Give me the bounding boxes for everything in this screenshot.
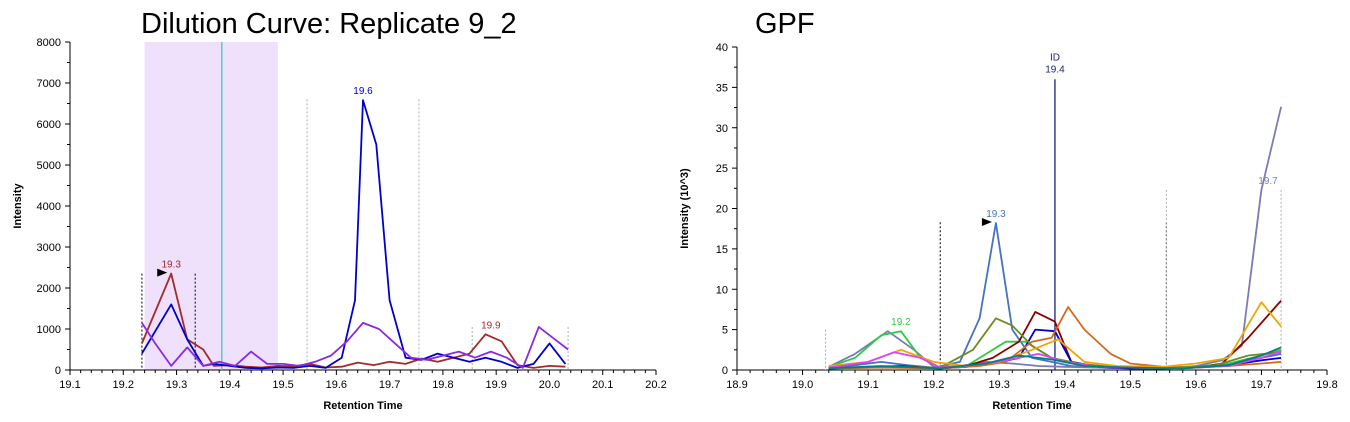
y-tick-label: 20 <box>716 204 728 216</box>
x-tick-label: 19.3 <box>989 379 1010 391</box>
series-line-2 <box>141 321 569 369</box>
y-axis-title: Intensity <box>12 183 24 229</box>
y-tick-label: 7000 <box>37 78 61 90</box>
chart-left: 0 1000 2000 3000 4000 5000 6000 7000 8000 19.1 19.… <box>12 37 667 412</box>
x-tick-label: 19.1 <box>857 379 878 391</box>
x-tick-label: 19.7 <box>379 379 400 391</box>
y-tick-label: 5000 <box>37 160 61 172</box>
x-tick-label: 19.9 <box>485 379 506 391</box>
id-label: ID <box>1050 52 1060 63</box>
x-tick-label: 19.4 <box>219 379 240 391</box>
y-tick-label: 0 <box>55 365 61 377</box>
peak-label: 19.7 <box>1258 176 1278 187</box>
x-tick-label: 19.7 <box>1251 379 1272 391</box>
peak-label: 19.9 <box>481 320 501 331</box>
selected-peak-marker-icon <box>157 268 168 277</box>
peak-label: 19.3 <box>986 209 1006 220</box>
y-tick-label: 3000 <box>37 242 61 254</box>
peak-label: 19.6 <box>353 86 373 97</box>
x-tick-label: 19.8 <box>432 379 453 391</box>
peak-label: 19.3 <box>161 260 181 271</box>
x-tick-label: 19.0 <box>792 379 813 391</box>
selected-peak-marker-icon <box>981 218 992 227</box>
y-tick-label: 2000 <box>37 283 61 295</box>
x-tick-label: 19.4 <box>1054 379 1075 391</box>
series-line-7 <box>828 301 1282 368</box>
series-line-0 <box>141 272 566 369</box>
y-tick-label: 5 <box>722 325 728 337</box>
x-tick-label: 20.2 <box>645 379 666 391</box>
y-tick-label: 4000 <box>37 201 61 213</box>
x-axis-title: Retention Time <box>323 400 402 412</box>
x-tick-label: 19.6 <box>1185 379 1206 391</box>
x-tick-label: 19.2 <box>113 379 134 391</box>
y-axis-title: Intensity (10^3) <box>679 168 691 249</box>
x-tick-label: 19.5 <box>1120 379 1141 391</box>
x-tick-label: 19.1 <box>59 379 80 391</box>
x-tick-label: 19.2 <box>923 379 944 391</box>
y-tick-label: 8000 <box>37 37 61 49</box>
x-axis-title: Retention Time <box>992 400 1071 412</box>
chart-title-right: GPF <box>755 8 815 40</box>
y-tick-label: 1000 <box>37 324 61 336</box>
series-line-9 <box>828 346 1282 370</box>
x-tick-label: 18.9 <box>726 379 747 391</box>
x-tick-label: 20.1 <box>592 379 613 391</box>
y-tick-label: 6000 <box>37 119 61 131</box>
y-tick-label: 15 <box>716 244 728 256</box>
y-tick-label: 30 <box>716 123 728 135</box>
peak-label: 19.2 <box>891 317 911 328</box>
x-tick-label: 19.3 <box>166 379 187 391</box>
x-tick-label: 19.6 <box>326 379 347 391</box>
y-tick-label: 35 <box>716 82 728 94</box>
x-tick-label: 19.5 <box>272 379 293 391</box>
x-tick-label: 20.0 <box>539 379 560 391</box>
y-tick-label: 0 <box>722 365 728 377</box>
y-tick-label: 40 <box>716 42 728 54</box>
chart-title-left: Dilution Curve: Replicate 9_2 <box>141 8 517 40</box>
id-value-label: 19.4 <box>1045 64 1065 75</box>
y-tick-label: 25 <box>716 163 728 175</box>
highlight-region <box>144 42 278 370</box>
y-tick-label: 10 <box>716 284 728 296</box>
x-tick-label: 19.8 <box>1316 379 1337 391</box>
series-line-1 <box>141 99 567 370</box>
